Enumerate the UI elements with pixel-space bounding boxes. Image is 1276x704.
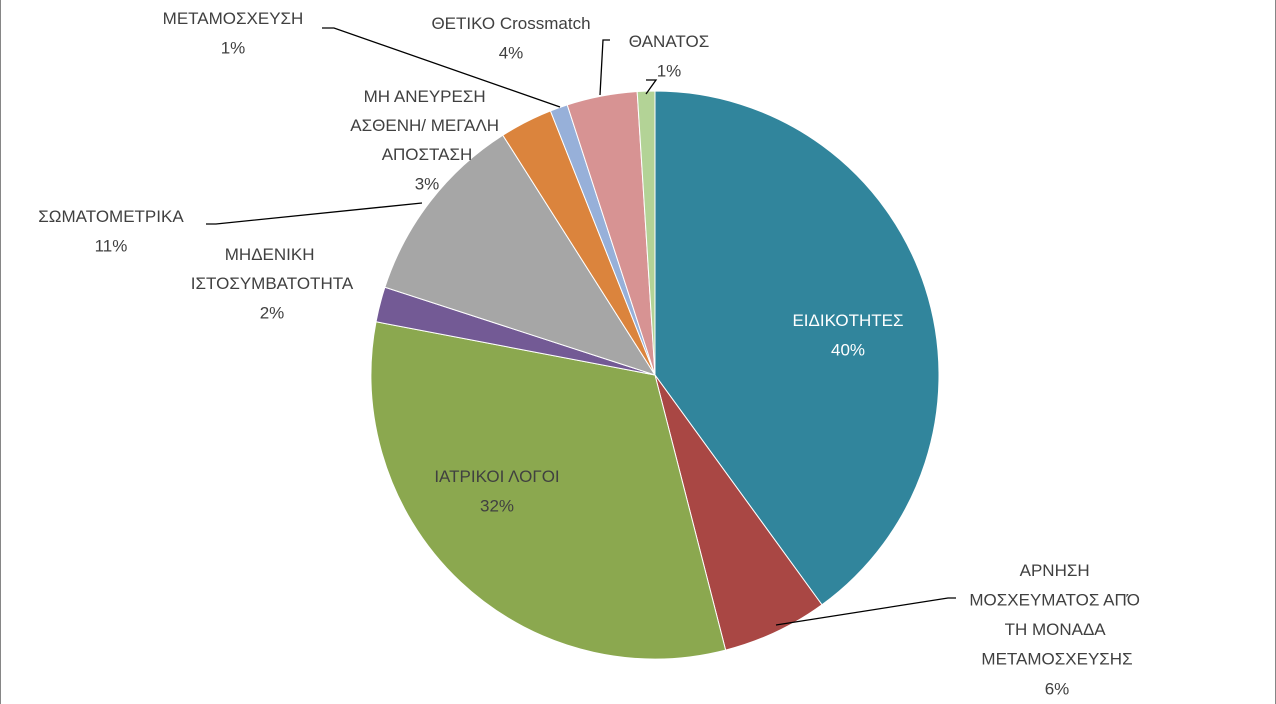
label-line: ΑΡΝΗΣΗ <box>1020 561 1095 580</box>
leader-line <box>206 202 423 225</box>
leader-line <box>322 27 561 108</box>
label-line: ΑΣΘΕΝΗ/ ΜΕΓΑΛΗ <box>350 116 503 135</box>
label-line: ΘΑΝΑΤΟΣ <box>629 32 709 51</box>
label-line: ΜΕΤΑΜΟΣΧΕΥΣΗΣ <box>981 650 1132 669</box>
label-line: ΣΩΜΑΤΟΜΕΤΡΙΚΑ <box>38 207 184 226</box>
label-line: ΤΗ ΜΟΝΑΔΑ <box>1005 620 1110 639</box>
label-line: ΜΗΔΕΝΙΚΗ <box>225 245 319 264</box>
label-line: ΙΑΤΡΙΚΟΙ ΛΟΓΟΙ <box>434 467 559 486</box>
pie-slice <box>636 90 656 376</box>
slice-label: ΣΩΜΑΤΟΜΕΤΡΙΚΑ <box>38 207 184 226</box>
label-line: ΜΗ ΑΝΕΥΡΕΣΗ <box>364 87 491 106</box>
pie-slice <box>654 90 940 606</box>
label-line: ΑΠΟΣΤΑΣΗ <box>382 145 473 164</box>
percent-label: 11% <box>95 236 128 255</box>
slice-label: ΜΗΔΕΝΙΚΗ ΙΣΤΟΣΥΜΒΑΤΟΤΗΤΑ <box>191 245 354 293</box>
label-line: ΜΕΤΑΜΟΣΧΕΥΣΗ <box>163 9 304 28</box>
slice-label: ΙΑΤΡΙΚΟΙ ΛΟΓΟΙ <box>434 467 559 486</box>
slice-label: ΑΡΝΗΣΗ ΜΟΣΧΕΥΜΑΤΟΣ ΑΠΌ ΤΗ ΜΟΝΑΔΑ ΜΕΤΑΜΟΣ… <box>969 561 1144 669</box>
label-line: ΜΟΣΧΕΥΜΑΤΟΣ ΑΠΌ <box>969 591 1144 610</box>
percent-label: 4% <box>499 43 524 62</box>
slice-label: ΕΙΔΙΚΟΤΗΤΕΣ <box>792 311 903 330</box>
percent-label: 1% <box>221 38 246 57</box>
leader-line <box>599 39 610 96</box>
pie-slice <box>370 321 727 660</box>
pie-slice <box>384 134 657 376</box>
leader-line <box>645 79 658 95</box>
percent-label: 6% <box>1045 679 1070 698</box>
percent-label: 3% <box>415 174 440 193</box>
label-line: ΕΙΔΙΚΟΤΗΤΕΣ <box>792 311 903 330</box>
slice-label: ΜΗ ΑΝΕΥΡΕΣΗ ΑΣΘΕΝΗ/ ΜΕΓΑΛΗ ΑΠΟΣΤΑΣΗ <box>350 87 503 164</box>
percent-label: 32% <box>480 496 514 515</box>
percent-label: 40% <box>831 340 865 359</box>
percent-label: 1% <box>657 61 682 80</box>
label-line: ΘΕΤΙΚΟ Crossmatch <box>431 14 590 33</box>
slice-label: ΘΕΤΙΚΟ Crossmatch <box>431 14 590 33</box>
label-line: ΙΣΤΟΣΥΜΒΑΤΟΤΗΤΑ <box>191 274 354 293</box>
percent-label: 2% <box>260 303 285 322</box>
leader-line <box>775 597 956 626</box>
slice-label: ΘΑΝΑΤΟΣ <box>629 32 709 51</box>
slice-label: ΜΕΤΑΜΟΣΧΕΥΣΗ <box>163 9 304 28</box>
